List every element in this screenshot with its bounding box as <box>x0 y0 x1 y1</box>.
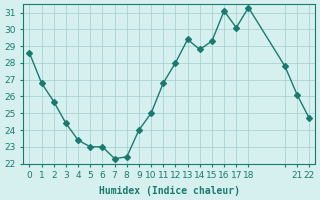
X-axis label: Humidex (Indice chaleur): Humidex (Indice chaleur) <box>99 186 240 196</box>
